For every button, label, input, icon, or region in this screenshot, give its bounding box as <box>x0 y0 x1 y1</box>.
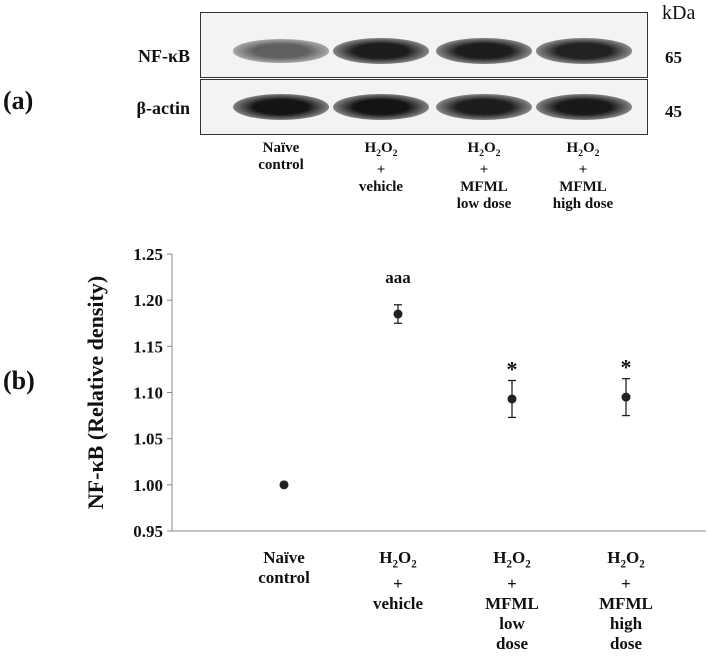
blot-group-label: H2O2 + vehicle <box>326 140 436 196</box>
data-point <box>279 480 289 490</box>
y-tick-label: 1.25 <box>133 245 163 264</box>
panel-b-label: (b) <box>3 366 35 395</box>
chart: 0.95 1.00 1.05 1.10 1.15 1.20 1.25 NF-κB (Relat… <box>83 245 706 541</box>
y-tick-label: 1.15 <box>133 337 163 356</box>
blot-group-label-line: MFML <box>559 179 607 195</box>
blot-label-nfkb: NF-κB <box>138 46 190 66</box>
x-category-label-line: + <box>393 574 403 594</box>
kda-label: kDa <box>662 2 696 24</box>
x-category-label: Naïve control <box>229 548 339 588</box>
blot-band <box>233 94 329 120</box>
blot-band <box>536 94 632 120</box>
x-category-label-line: control <box>258 568 310 587</box>
blot-group-label: Naïve control <box>226 140 336 174</box>
x-category-label: H2O2 + vehicle <box>343 548 453 614</box>
y-axis-label: NF-κB (Relative density) <box>83 276 108 509</box>
x-category-label-line: H2O2 <box>607 548 645 571</box>
x-category-label-line: high <box>609 614 643 634</box>
x-category-label-line: MFML <box>599 594 653 614</box>
x-category-label-line: Naïve <box>263 548 305 567</box>
x-category-label-line: low <box>499 614 525 634</box>
data-annotation: aaa <box>385 268 411 287</box>
data-annotation: * <box>621 355 632 380</box>
blot-group-label-line: MFML <box>460 179 508 195</box>
blot-group-label-line: vehicle <box>358 179 404 195</box>
blot-group-label-line: H2O2 <box>364 140 398 159</box>
data-point <box>393 309 403 319</box>
x-category-label-line: MFML <box>485 594 539 614</box>
blot-label-actin: β-actin <box>136 98 190 118</box>
x-category-label: H2O2 + MFML low dose <box>457 548 567 654</box>
x-category-label-line: H2O2 <box>493 548 531 571</box>
data-annotation: * <box>507 356 518 381</box>
y-tick-label: 1.00 <box>133 476 163 495</box>
y-tick-label: 1.20 <box>133 291 163 310</box>
x-category-label-line: vehicle <box>372 594 424 614</box>
blot-group-label: H2O2 + MFML high dose <box>528 140 638 213</box>
blot-strip-actin <box>200 79 648 135</box>
mw-label-actin: 45 <box>665 102 682 121</box>
blot-band <box>536 38 632 64</box>
blot-group-label-line: H2O2 <box>467 140 501 159</box>
blot-group-label-line: control <box>258 157 304 173</box>
panel-a-label: (a) <box>3 86 34 115</box>
data-point <box>621 392 631 402</box>
y-tick-label: 1.10 <box>133 384 163 403</box>
blot-band <box>436 94 532 120</box>
x-category-label-line: + <box>621 574 631 594</box>
x-category-label-line: dose <box>609 634 643 654</box>
data-point <box>507 394 517 404</box>
blot-group-label-line: H2O2 <box>566 140 600 159</box>
x-category-label-line: dose <box>495 634 529 654</box>
blot-group-label-line: low dose <box>456 196 512 212</box>
blot-group-label-line: + <box>479 162 489 178</box>
blot-group-label-line: + <box>578 162 588 178</box>
mw-label-nfkb: 65 <box>665 48 682 67</box>
x-category-label: H2O2 + MFML high dose <box>571 548 681 654</box>
blot-band <box>233 39 329 63</box>
blot-band <box>333 94 429 120</box>
blot-group-label-line: Naïve <box>262 140 300 156</box>
blot-group-label: H2O2 + MFML low dose <box>429 140 539 213</box>
y-tick-label: 1.05 <box>133 430 163 449</box>
blot-band <box>333 38 429 64</box>
x-category-label-line: + <box>507 574 517 594</box>
x-category-label-line: H2O2 <box>379 548 417 571</box>
blot-band <box>436 38 532 64</box>
blot-strip-nfkb <box>200 12 648 78</box>
y-tick-label: 0.95 <box>133 522 163 541</box>
blot-group-label-line: + <box>376 162 386 178</box>
blot-group-label-line: high dose <box>552 196 614 212</box>
